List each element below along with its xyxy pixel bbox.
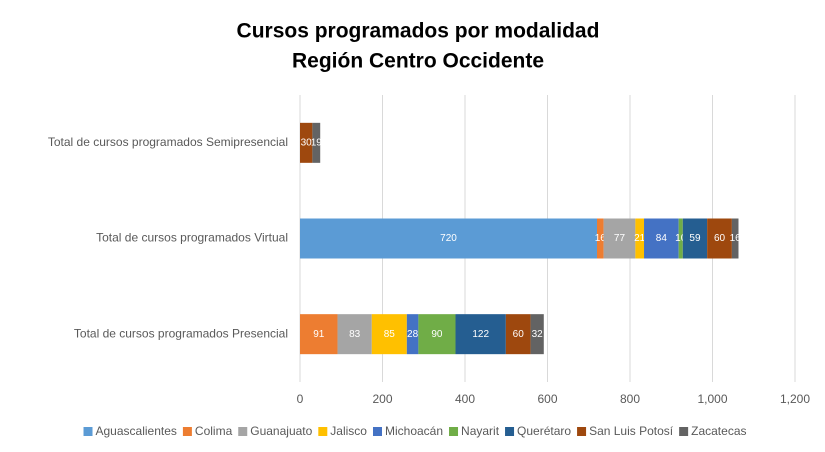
legend-label: Aguascalientes: [96, 424, 177, 438]
legend-label: Colima: [195, 424, 233, 438]
y-tick-label: Total de cursos programados Virtual: [96, 231, 288, 245]
value-label: 122: [472, 329, 489, 340]
value-label: 19: [311, 137, 323, 148]
legend-swatch: [318, 427, 328, 436]
legend-label: Guanajuato: [250, 424, 312, 438]
value-label: 21: [634, 233, 646, 244]
x-tick-label: 200: [372, 392, 392, 406]
value-label: 85: [384, 329, 396, 340]
bar-segment: [300, 218, 597, 259]
value-label: 28: [407, 329, 419, 340]
legend-label: San Luis Potosí: [589, 424, 674, 438]
bar-segment: [707, 218, 732, 259]
value-label: 91: [313, 329, 325, 340]
bar-segment: [603, 218, 636, 259]
bar-segment: [418, 314, 456, 355]
legend-label: Nayarit: [461, 424, 500, 438]
bar-segment: [731, 218, 739, 259]
bar-segment: [678, 218, 683, 259]
bar-segment: [371, 314, 407, 355]
chart-title: Cursos programados por modalidad: [237, 20, 600, 43]
y-tick-label: Total de cursos programados Presencial: [74, 326, 288, 340]
legend-swatch: [577, 427, 587, 436]
legend: Aguascalientes Colima Guanajuato Jalisco Mic…: [83, 424, 746, 438]
bar-segment: [597, 218, 604, 259]
value-label: 720: [440, 233, 457, 244]
y-tick-label: Total de cursos programados Semipresenci…: [48, 135, 288, 149]
bar-segment: [300, 314, 338, 355]
value-label: 16: [730, 233, 742, 244]
bar-segment: [406, 314, 419, 355]
value-label: 59: [689, 233, 701, 244]
x-tick-label: 1,000: [697, 392, 727, 406]
value-label: 60: [513, 329, 525, 340]
bar-segment: [337, 314, 372, 355]
value-label: 90: [431, 329, 443, 340]
value-label: 83: [349, 329, 361, 340]
value-label: 30: [301, 137, 313, 148]
legend-swatch: [182, 427, 192, 436]
legend-label: Jalisco: [330, 424, 367, 438]
bar-segment: [312, 122, 321, 163]
value-label: 10: [675, 233, 687, 244]
x-tick-label: 1,200: [780, 392, 810, 406]
legend-swatch: [83, 427, 93, 436]
legend-label: Zacatecas: [691, 424, 746, 438]
legend-label: Michoacán: [385, 424, 443, 438]
bar-segment: [455, 314, 506, 355]
value-label: 60: [714, 233, 726, 244]
x-tick-label: 600: [537, 392, 557, 406]
x-tick-label: 0: [297, 392, 304, 406]
legend-label: Querétaro: [517, 424, 571, 438]
bar-segment: [300, 122, 313, 163]
legend-swatch: [372, 427, 382, 436]
legend-swatch: [238, 427, 248, 436]
value-label: 77: [614, 233, 626, 244]
value-label: 16: [595, 233, 607, 244]
bar-segment: [635, 218, 645, 259]
bar-segment: [644, 218, 679, 259]
chart-title: Región Centro Occidente: [292, 50, 544, 73]
value-label: 32: [532, 329, 544, 340]
legend-swatch: [505, 427, 515, 436]
legend-swatch: [679, 427, 689, 436]
value-label: 84: [656, 233, 668, 244]
x-tick-label: 400: [455, 392, 475, 406]
legend-swatch: [449, 427, 459, 436]
bar-segment: [682, 218, 708, 259]
bar-segment: [530, 314, 544, 355]
bar-segment: [505, 314, 531, 355]
x-tick-label: 800: [620, 392, 640, 406]
